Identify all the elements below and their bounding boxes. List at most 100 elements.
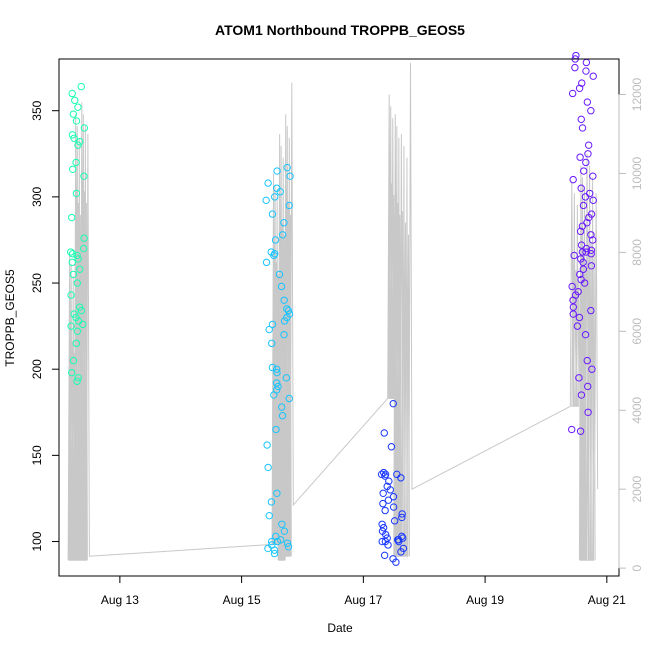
scatter-point [264,463,272,472]
scatter-point [73,327,82,335]
altitude-trace-line [67,62,599,561]
y-right-tick-label: 6000 [630,318,644,345]
scatter-point [265,511,273,520]
y-left-tick-label: 150 [30,445,44,465]
scatter-point [277,282,286,291]
scatter-point [583,219,591,227]
scatter-point [575,313,584,322]
scatter-point [389,555,397,563]
y-left-tick-label: 100 [30,531,44,551]
scatter-point [280,296,288,304]
scatter-point [268,363,277,372]
scatter-point [74,141,82,149]
scatter-point [284,306,293,315]
scatter-point [79,244,88,253]
y-right-tick-label: 12000 [630,78,644,112]
scatter-point [68,258,76,267]
scatter-point [570,251,578,260]
scatter-point [381,537,390,546]
scatter-point [68,250,77,258]
scatter-point [582,67,590,75]
scatter-point [280,527,289,535]
scatter-point [72,339,81,348]
scatter-point [582,248,590,256]
scatter-point [390,517,399,525]
scatter-point [272,379,281,387]
scatter-point [67,291,75,299]
scatter-point [384,496,393,504]
scatter-point [76,265,84,273]
scatter-point [398,513,406,522]
scatter-point [587,262,596,270]
scatter-point [568,425,576,434]
scatter-point [579,167,588,175]
scatter-point [66,248,75,256]
scatter-point [589,236,597,244]
scatter-point [378,520,386,528]
scatter-point [587,246,596,254]
scatter-point [576,153,584,161]
x-axis: Aug 13 Aug 15 Aug 17 Aug 19 Aug 21 [101,575,626,607]
scatter-point [587,210,596,218]
scatter-point [389,399,397,408]
scatter-point [265,325,273,334]
scatter-point [574,287,582,296]
scatter-point [272,365,281,373]
scatter-point [73,377,81,385]
scatter-point [573,322,582,330]
scatter-point [393,470,401,479]
scatter-point [72,189,81,198]
y-left-tick-label: 350 [30,100,44,120]
scatter-point [77,82,85,91]
scatter-point [584,141,593,149]
scatter-point [584,408,592,416]
scatter-point [271,193,279,201]
scatter-series [377,399,408,566]
y-right-tick-label: 0 [630,564,644,571]
scatter-point [271,236,280,244]
chart-title: ATOM1 Northbound TROPPB_GEOS5 [215,22,465,38]
scatter-point [72,117,81,125]
scatter-point [577,115,585,124]
scatter-point [389,493,398,501]
scatter-point [72,313,80,322]
scatter-point [589,196,597,205]
scatter-point [68,131,77,139]
scatter-point [576,270,584,279]
scatter-point [377,470,386,479]
scatter-point [398,532,406,541]
scatter-point [68,89,76,98]
scatter-point [378,527,387,535]
scatter-series [262,163,294,558]
scatter-point [273,368,281,377]
scatter-point [387,443,396,451]
y-left-tick-label: 200 [30,359,44,379]
scatter-point [587,250,595,258]
scatter-point [577,241,586,249]
scatter-point [577,184,585,192]
scatter-point [278,520,286,528]
scatter-point [282,374,291,382]
scatter-point [275,270,284,279]
y-left-tick-label: 250 [30,273,44,293]
scatter-point [587,306,595,315]
scatter-point [579,201,588,210]
scatter-point [577,255,585,263]
scatter-point [74,103,82,111]
scatter-point [584,150,592,158]
x-tick-label: Aug 21 [588,593,626,607]
y-left-tick-label: 300 [30,187,44,207]
scatter-point [380,468,388,477]
y-right-tick-label: 4000 [630,397,644,424]
scatter-point [68,213,76,222]
scatter-point [278,231,287,239]
scatter-point [578,79,586,87]
scatter-point [80,234,88,242]
scatter-point [273,167,281,175]
scatter-point [264,544,272,553]
scatter-point [579,265,588,273]
scatter-point [70,134,78,142]
scatter-point [262,196,270,205]
scatter-point [578,124,587,132]
x-tick-label: Aug 19 [466,593,504,607]
